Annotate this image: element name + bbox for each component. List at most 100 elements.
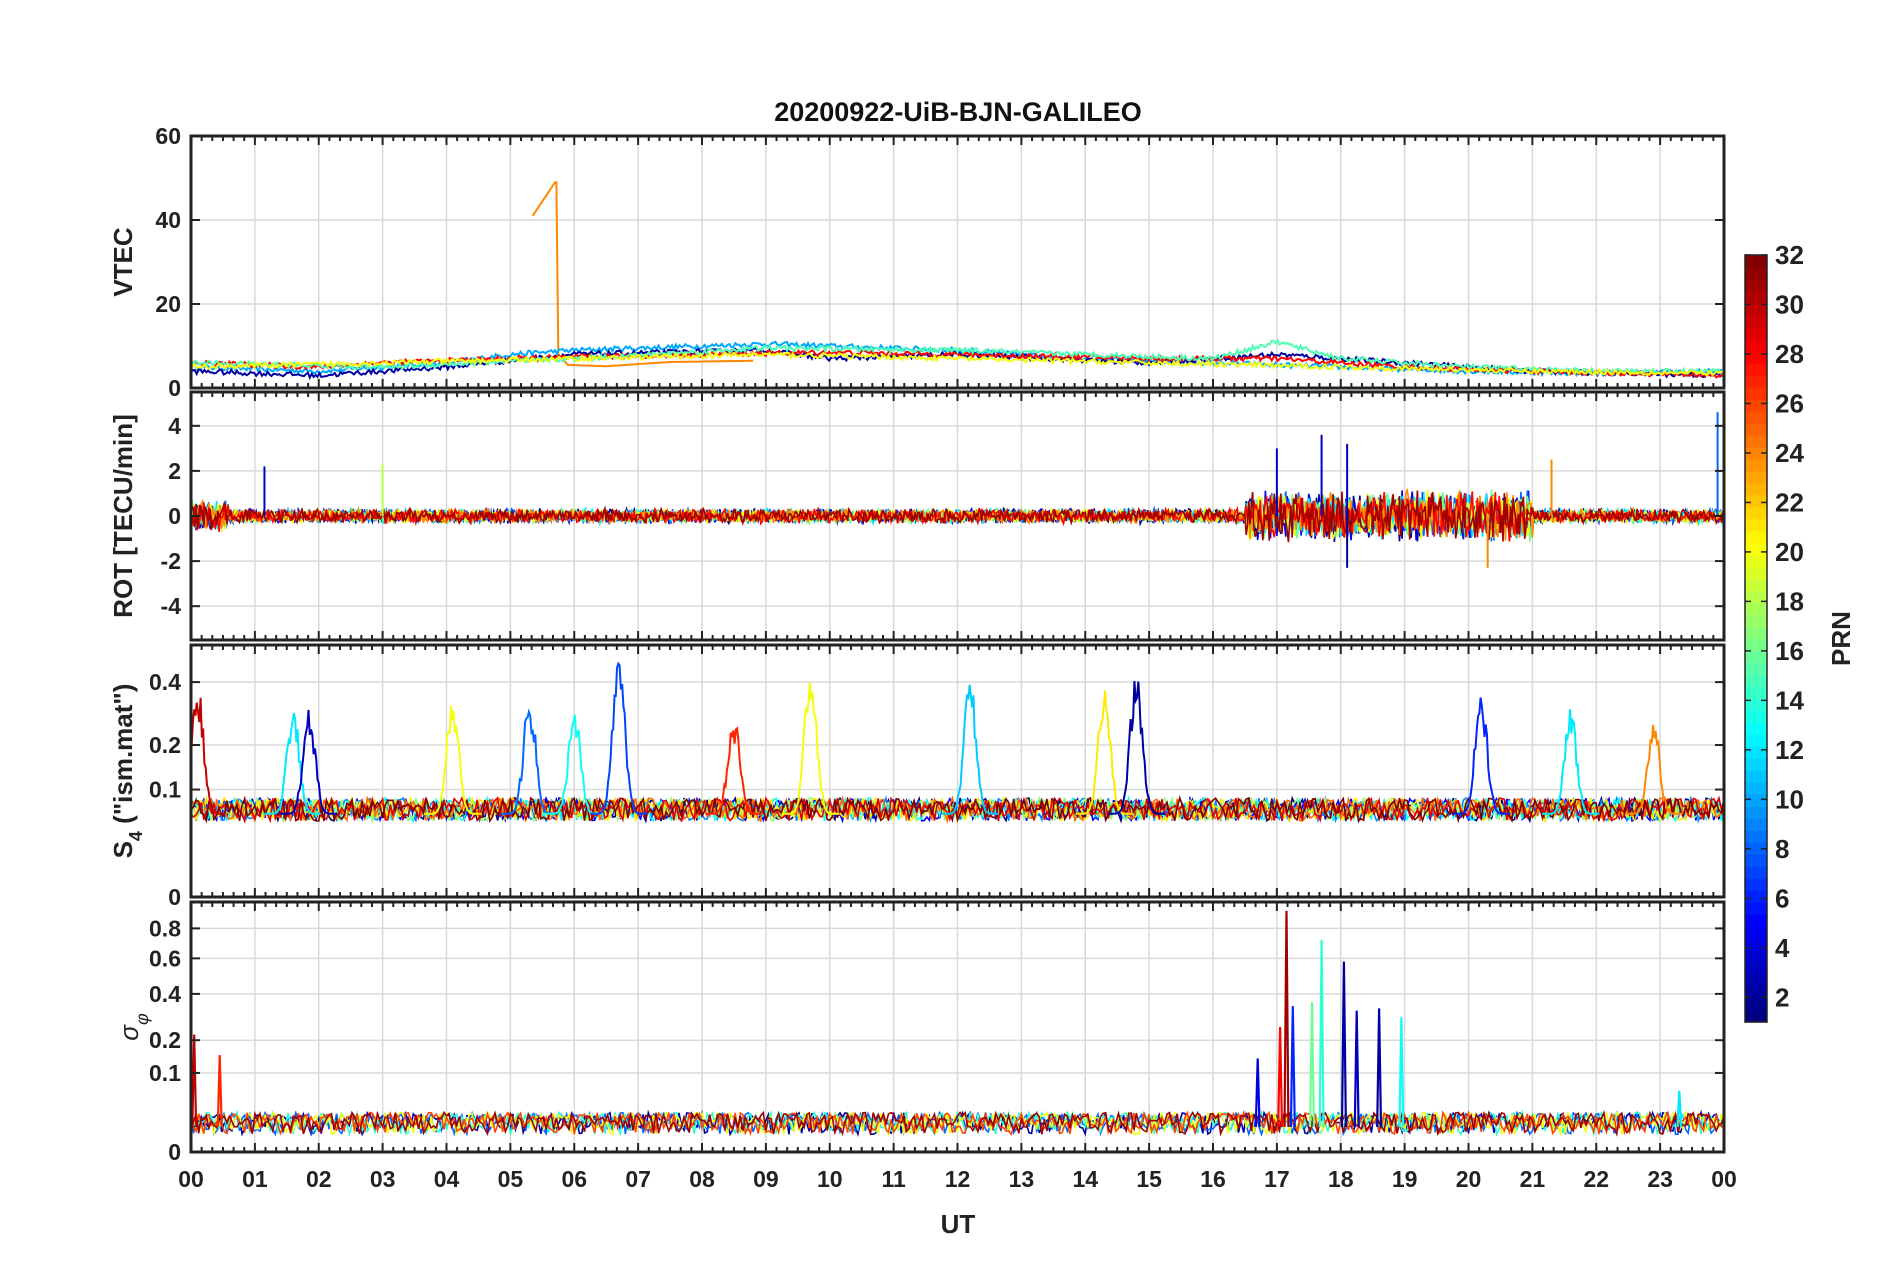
colorbar-segment	[1745, 350, 1767, 364]
y-tick-label: 0.1	[149, 1060, 181, 1086]
x-tick-label: 13	[1009, 1166, 1035, 1192]
colorbar-tick-label: 22	[1775, 487, 1804, 517]
colorbar-tick-label: 2	[1775, 982, 1789, 1012]
colorbar-segment	[1745, 722, 1767, 735]
sigma-phi-peak-mark	[1340, 961, 1347, 1128]
colorbar-tick-label: 6	[1775, 883, 1789, 913]
colorbar-segment	[1745, 698, 1767, 712]
x-tick-label: 21	[1520, 1166, 1546, 1192]
x-tick-label: 17	[1264, 1166, 1290, 1192]
colorbar-segment	[1745, 938, 1767, 951]
x-tick-label: 04	[434, 1166, 460, 1192]
colorbar-segment	[1745, 842, 1767, 855]
panel-sigma_phi: 0 0.1 0.2 0.4 0.6 0.8 σφ	[114, 900, 1726, 1165]
colorbar-segment	[1745, 302, 1767, 316]
series-line-prn-20	[191, 1109, 1724, 1137]
colorbar-tick-label: 16	[1775, 636, 1804, 666]
x-tick-label: 01	[242, 1166, 268, 1192]
colorbar-segment	[1745, 854, 1767, 867]
colorbar-segment	[1745, 962, 1767, 975]
s4-peak-trace	[191, 697, 225, 815]
y-tick-label: 40	[155, 207, 181, 233]
sigma-phi-peak-mark	[1309, 1001, 1315, 1128]
s4-peak-trace	[280, 709, 337, 815]
s4-peak-trace	[1452, 697, 1510, 815]
y-tick-label: 0.4	[149, 669, 181, 695]
y-axis-label-vtec: VTEC	[108, 227, 138, 297]
colorbar-tick-label: 26	[1775, 388, 1804, 418]
s4-peak-trace	[264, 712, 321, 815]
colorbar-segment	[1745, 518, 1767, 532]
colorbar-segment	[1745, 578, 1767, 592]
series-line-prn-20	[191, 351, 1723, 378]
colorbar-segment	[1745, 626, 1767, 640]
x-tick-label: 18	[1328, 1166, 1354, 1192]
colorbar-segment	[1745, 506, 1767, 520]
y-tick-label: 0.6	[149, 945, 181, 971]
colorbar-tick-label: 18	[1775, 586, 1804, 616]
colorbar-segment	[1745, 794, 1767, 807]
colorbar-segment	[1745, 458, 1767, 472]
s4-peak-trace	[1625, 724, 1683, 815]
x-tick-label: 16	[1200, 1166, 1226, 1192]
series-group	[191, 412, 1724, 568]
colorbar-segment	[1745, 890, 1767, 903]
chart-title: 20200922-UiB-BJN-GALILEO	[774, 97, 1142, 127]
colorbar-segment	[1745, 494, 1767, 508]
colorbar-segment	[1745, 770, 1767, 783]
y-axis-label-main: S	[108, 841, 138, 858]
colorbar-segment	[1745, 734, 1767, 747]
colorbar-segment	[1745, 542, 1767, 556]
colorbar-tick-label: 10	[1775, 784, 1804, 814]
colorbar-tick-label: 28	[1775, 339, 1804, 369]
s4-peak-trace	[941, 684, 999, 815]
colorbar-label: PRN	[1826, 611, 1856, 666]
colorbar-segment	[1745, 314, 1767, 328]
colorbar-segment	[1745, 386, 1767, 400]
colorbar-segment	[1745, 650, 1767, 664]
colorbar-segment	[1745, 554, 1767, 568]
x-tick-label: 14	[1072, 1166, 1098, 1192]
colorbar-segment	[1745, 255, 1767, 268]
colorbar-tick-label: 8	[1775, 834, 1789, 864]
x-tick-label: 08	[689, 1166, 715, 1192]
y-axis-label-main: σ	[114, 1024, 144, 1041]
colorbar-segment	[1745, 446, 1767, 460]
colorbar-segment	[1745, 530, 1767, 544]
y-tick-label: 4	[168, 413, 181, 439]
colorbar-segment	[1745, 746, 1767, 759]
y-tick-label: 2	[168, 458, 181, 484]
x-tick-label: 07	[625, 1166, 651, 1192]
colorbar-frame	[1744, 254, 1768, 1023]
colorbar-segment	[1745, 422, 1767, 436]
x-tick-label: 00	[1711, 1166, 1737, 1192]
colorbar-segment	[1745, 266, 1767, 280]
y-tick-label: 0.2	[149, 1027, 181, 1053]
colorbar-segment	[1745, 758, 1767, 771]
colorbar-tick-label: 12	[1775, 735, 1804, 765]
x-tick-label: 12	[945, 1166, 971, 1192]
x-tick-label: 10	[817, 1166, 843, 1192]
colorbar-tick-label: 14	[1775, 685, 1804, 715]
x-tick-label: 03	[370, 1166, 396, 1192]
colorbar-tick-label: 30	[1775, 289, 1804, 319]
series-group	[191, 181, 1723, 381]
colorbar-segment	[1745, 806, 1767, 819]
y-tick-label: 0	[168, 884, 181, 910]
series-group	[191, 661, 1724, 824]
y-axis-label-rot: ROT [TECU/min]	[108, 414, 138, 618]
s4-peak-trace	[590, 661, 648, 815]
panel-vtec: 0 20 40 60 VTEC	[108, 123, 1726, 401]
colorbar-segment	[1745, 710, 1767, 723]
x-tick-label: 22	[1583, 1166, 1609, 1192]
colorbar-segment	[1745, 950, 1767, 963]
y-tick-label: 0.1	[149, 777, 181, 803]
x-tick-label: 19	[1392, 1166, 1418, 1192]
sigma-phi-peak-mark	[1398, 1017, 1405, 1128]
series-line-prn-31	[191, 490, 1724, 543]
sigma-phi-peak-mark	[1353, 1010, 1360, 1128]
colorbar-segment	[1745, 914, 1767, 927]
sigma-phi-peak-mark	[1283, 910, 1290, 1128]
colorbar-segment	[1745, 362, 1767, 376]
